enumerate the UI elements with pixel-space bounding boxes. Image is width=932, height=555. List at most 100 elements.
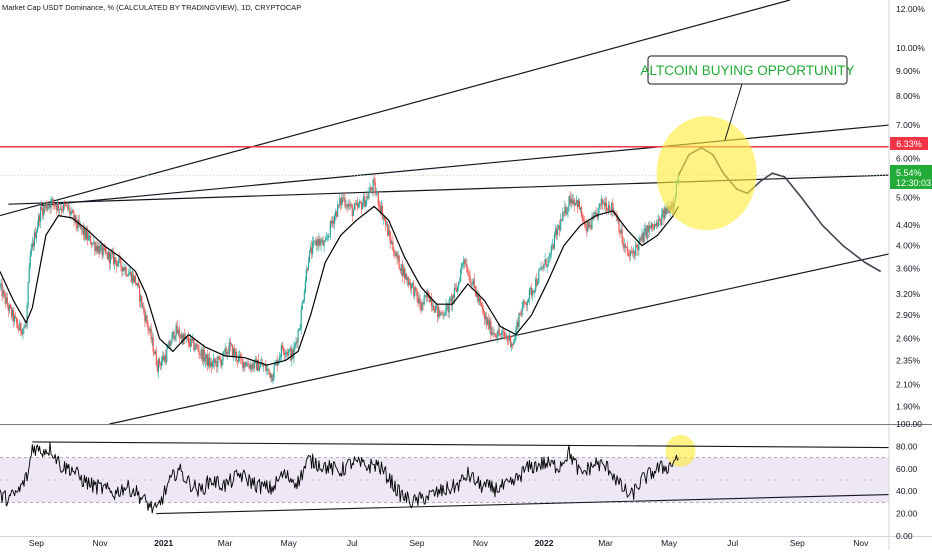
candle-body (280, 345, 282, 357)
candle-body (307, 262, 310, 270)
candle-body (607, 210, 609, 211)
candle-body (305, 269, 308, 282)
candle-body (343, 197, 345, 199)
candle-body (248, 365, 250, 369)
candle-body (415, 287, 417, 289)
candle-body (314, 240, 316, 242)
candle-body (130, 271, 132, 283)
candle-body (138, 283, 140, 287)
candle-body (176, 325, 178, 334)
candle-body (246, 363, 248, 367)
candle-body (514, 338, 516, 342)
candle-body (449, 298, 451, 300)
candle-body (224, 348, 226, 351)
rsi-trendline (32, 441, 890, 449)
candle-body (451, 295, 453, 306)
candle-body (47, 206, 49, 210)
rsi-tick-label: 40.00 (896, 486, 918, 496)
candle-body (437, 304, 439, 317)
candle-body (376, 193, 378, 195)
candle-body (474, 285, 476, 292)
candle-body (433, 310, 436, 313)
candle-body (48, 205, 50, 207)
candle-body (650, 223, 652, 229)
candle-body (306, 269, 309, 271)
candle-body (402, 268, 404, 277)
candle-body (653, 224, 656, 229)
candle-body (220, 359, 222, 366)
candle-body (82, 228, 84, 236)
candle-body (628, 255, 631, 257)
candle-body (170, 343, 172, 346)
candle-body (651, 223, 654, 228)
candle-body (537, 282, 539, 285)
candle-body (403, 268, 405, 278)
candle-body (8, 305, 10, 311)
candle-body (475, 291, 477, 298)
candle-body (481, 306, 484, 310)
candle-body (182, 334, 185, 344)
candle-body (195, 344, 197, 349)
candle-body (393, 250, 395, 256)
candle-body (61, 210, 64, 212)
candle-body (622, 242, 624, 248)
candle-body (535, 279, 537, 291)
candle-body (445, 305, 447, 315)
candle-body (495, 335, 497, 338)
candle-body (413, 283, 415, 297)
candle-body (54, 205, 56, 207)
candle-body (480, 302, 483, 307)
candle-body (87, 236, 90, 241)
candle-body (447, 304, 449, 313)
candle-body (51, 198, 53, 200)
candle-body (464, 259, 466, 265)
candle-body (454, 287, 457, 289)
candle-body (264, 364, 266, 366)
candle-body (167, 346, 169, 350)
candle-body (665, 207, 667, 215)
candle-body (329, 221, 331, 236)
candle-body (645, 228, 647, 239)
candle-body (227, 352, 229, 354)
candle-body (190, 338, 192, 347)
candle-body (385, 219, 387, 225)
candle-body (200, 349, 202, 355)
candle-body (267, 368, 269, 370)
candle-body (370, 187, 372, 190)
rsi-tick-label: 100.00 (896, 419, 922, 429)
candle-body (64, 203, 66, 205)
candle-body (348, 204, 350, 207)
candle-body (633, 251, 635, 253)
candle-body (219, 358, 221, 360)
candle-body (567, 206, 569, 213)
y-tick-label: 2.35% (896, 355, 921, 365)
candle-body (204, 358, 206, 362)
candle-body (469, 275, 471, 283)
candle-body (601, 198, 603, 204)
candle-body (358, 201, 361, 205)
annotation-callout: ALTCOIN BUYING OPPORTUNITY (640, 55, 855, 141)
candle-body (382, 217, 385, 219)
candle-body (523, 300, 525, 303)
candle-body (570, 198, 572, 204)
candle-body (275, 360, 277, 364)
candle-body (309, 247, 312, 251)
candle-body (478, 298, 481, 302)
candle-body (505, 336, 508, 338)
x-tick-label: Mar (598, 538, 613, 548)
candle-body (654, 224, 657, 227)
candle-body (70, 212, 72, 215)
candle-body (569, 196, 571, 204)
candle-body (271, 374, 273, 382)
candle-body (67, 204, 69, 209)
candle-body (626, 246, 629, 253)
candle-body (232, 348, 235, 357)
candle-body (282, 348, 285, 353)
candle-body (662, 210, 664, 214)
candle-body (357, 204, 360, 208)
candle-body (253, 360, 255, 369)
candle-body (493, 333, 495, 335)
candle-body (422, 302, 424, 305)
